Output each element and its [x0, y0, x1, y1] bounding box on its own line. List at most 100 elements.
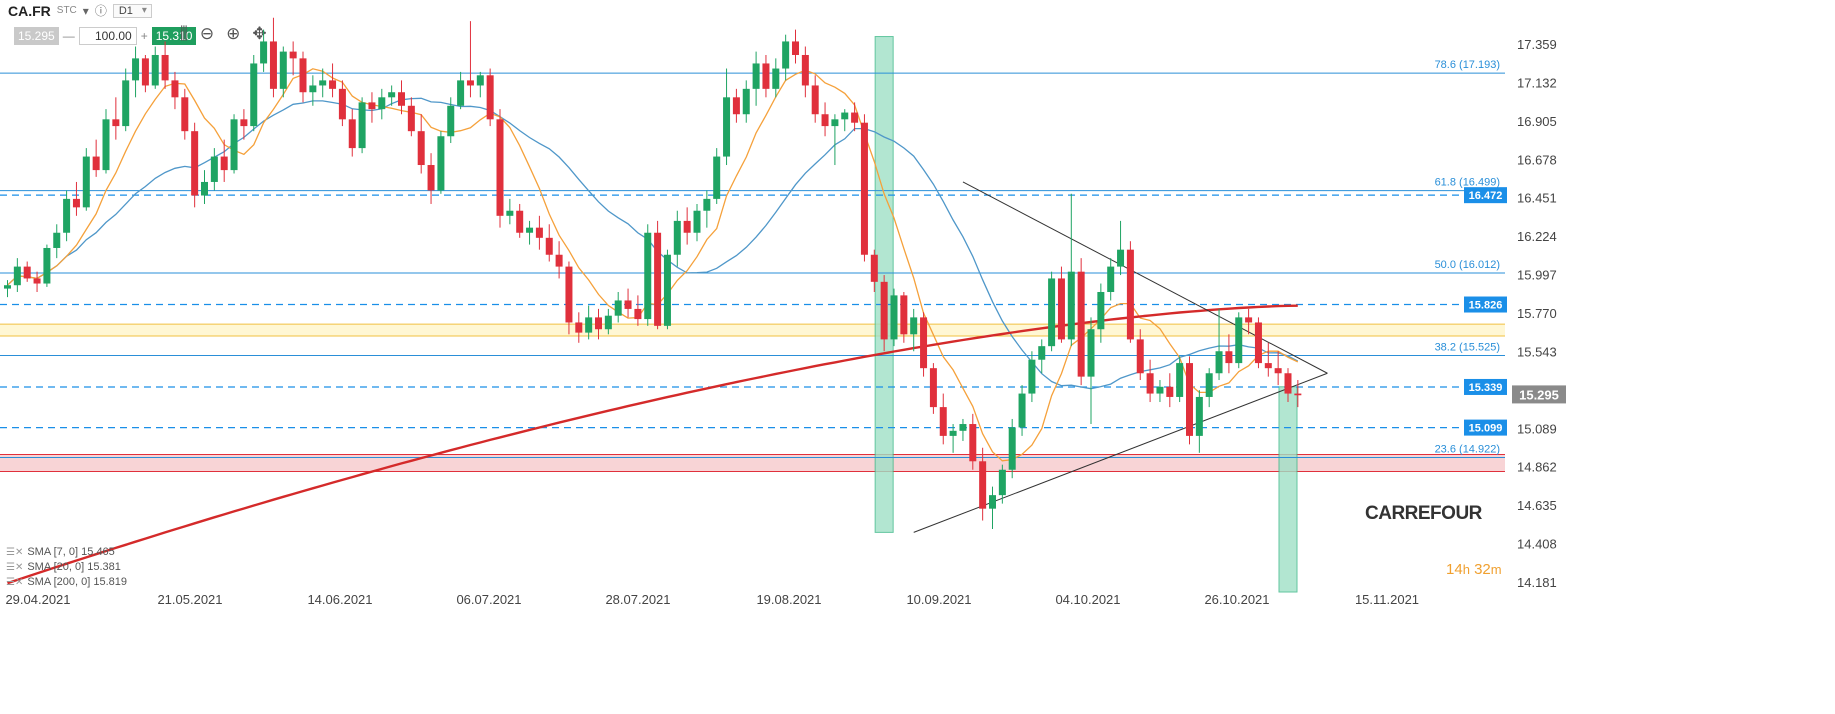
candle-body: [910, 317, 918, 335]
candle-body: [348, 119, 356, 149]
candle-body: [102, 119, 110, 171]
x-axis-tick-label: 06.07.2021: [456, 592, 521, 607]
price-tag-label: 16.472: [1469, 190, 1503, 202]
zoom-in-icon[interactable]: ⊕: [226, 24, 241, 43]
candle-body: [417, 131, 425, 166]
candle-type-icon[interactable]: ⫼: [180, 24, 188, 43]
chart-toolbar: CA.FR STC ▾ ⓘ D1: [8, 2, 152, 19]
x-axis-tick-label: 29.04.2021: [5, 592, 70, 607]
candle-body: [43, 247, 51, 284]
candle-body: [279, 51, 287, 89]
indicator-settings-icon[interactable]: ☰✕: [6, 562, 24, 573]
candle-body: [1235, 317, 1243, 364]
candle-body: [555, 254, 563, 267]
candle-body: [732, 97, 740, 115]
candle-body: [1264, 363, 1272, 369]
candle-body: [132, 58, 140, 81]
candle-body: [220, 156, 228, 171]
candle-body: [92, 156, 100, 171]
y-axis-tick-label: 14.635: [1517, 498, 1557, 513]
y-axis-tick-label: 14.408: [1517, 537, 1557, 552]
highlight-column-1: [1278, 386, 1298, 593]
candle-body: [1195, 396, 1203, 436]
candle-body: [604, 315, 612, 330]
timeframe-select[interactable]: D1: [112, 3, 152, 18]
candle-body: [72, 198, 80, 208]
zoom-out-icon[interactable]: ⊖: [199, 24, 215, 43]
candle-body: [959, 424, 967, 431]
indicator-legend: ☰✕ SMA [7, 0] 15.465 ☰✕ SMA [20, 0] 15.381…: [6, 545, 127, 590]
candle-body: [831, 119, 839, 127]
candle-body: [801, 54, 809, 86]
candle-body: [250, 63, 258, 127]
candle-body: [1126, 249, 1134, 340]
candle-body: [979, 461, 987, 509]
candle-body: [191, 131, 199, 196]
candle-body: [703, 198, 711, 211]
legend-sma7[interactable]: ☰✕ SMA [7, 0] 15.465: [6, 545, 127, 560]
legend-sma200-label: SMA [200, 0] 15.819: [27, 576, 128, 588]
candle-body: [654, 232, 662, 326]
candle-body: [1018, 393, 1026, 428]
candle-body: [23, 266, 31, 279]
candle-body: [1166, 386, 1174, 397]
candle-body: [358, 102, 366, 149]
candle-body: [112, 119, 120, 127]
candle-body: [299, 58, 307, 93]
candle-body: [53, 232, 61, 248]
candle-body: [545, 237, 553, 255]
x-axis-tick-label: 15.11.2021: [1355, 592, 1419, 607]
legend-sma200[interactable]: ☰✕ SMA [200, 0] 15.819: [6, 575, 127, 590]
candle-body: [407, 105, 415, 132]
y-axis-tick-label: 15.543: [1517, 344, 1557, 359]
venue-dropdown-icon[interactable]: ▾: [82, 3, 89, 18]
trade-panel: 15.295 — 100.00 + 15.310: [14, 27, 197, 45]
candle-body: [13, 266, 21, 286]
candle-body: [870, 254, 878, 282]
timer-hours: 14: [1446, 561, 1463, 578]
price-tag-label: 15.826: [1469, 300, 1503, 312]
y-axis-tick-label: 16.224: [1517, 229, 1557, 244]
candle-body: [329, 80, 337, 89]
candle-body: [851, 112, 859, 123]
candle-body: [782, 41, 790, 69]
candle-body: [1156, 386, 1164, 394]
y-axis-tick-label: 15.770: [1517, 306, 1557, 321]
price-tag-box: [1464, 296, 1507, 313]
support-zone: [0, 454, 1505, 472]
lot-decrease-button[interactable]: —: [62, 29, 75, 43]
candle-body: [1225, 351, 1233, 364]
candle-body: [939, 407, 947, 436]
x-axis-tick-label: 04.10.2021: [1055, 592, 1120, 607]
candle-body: [201, 181, 208, 196]
pan-icon[interactable]: ✥: [252, 24, 267, 43]
fib-level-label: 38.2 (15.525): [1435, 341, 1500, 353]
info-icon[interactable]: ⓘ: [94, 4, 107, 18]
ask-price-button[interactable]: 15.310: [151, 27, 197, 45]
y-axis-tick-label: 14.181: [1517, 575, 1557, 590]
candle-body: [388, 92, 396, 98]
indicator-settings-icon[interactable]: ☰✕: [6, 577, 24, 588]
candle-body: [634, 308, 642, 320]
lot-increase-button[interactable]: +: [140, 29, 148, 43]
candle-body: [181, 97, 189, 132]
y-axis-tick-label: 16.451: [1517, 191, 1557, 206]
candle-body: [1117, 249, 1125, 267]
candle-body: [693, 210, 701, 233]
x-axis-tick-label: 21.05.2021: [157, 592, 222, 607]
legend-sma20[interactable]: ☰✕ SMA [20, 0] 15.381: [6, 560, 127, 575]
y-axis-tick-label: 15.997: [1517, 268, 1557, 283]
candle-body: [663, 254, 671, 326]
lot-size-input[interactable]: 100.00: [78, 27, 137, 45]
candle-body: [378, 97, 386, 110]
bid-price-button[interactable]: 15.295: [14, 27, 59, 45]
indicator-settings-icon[interactable]: ☰✕: [6, 547, 24, 558]
candle-body: [476, 75, 484, 86]
candle-body: [122, 80, 130, 127]
candle-body: [989, 495, 996, 509]
candle-body: [1077, 271, 1085, 377]
candle-body: [437, 136, 445, 191]
candle-body: [673, 220, 681, 255]
candle-body: [210, 156, 218, 182]
